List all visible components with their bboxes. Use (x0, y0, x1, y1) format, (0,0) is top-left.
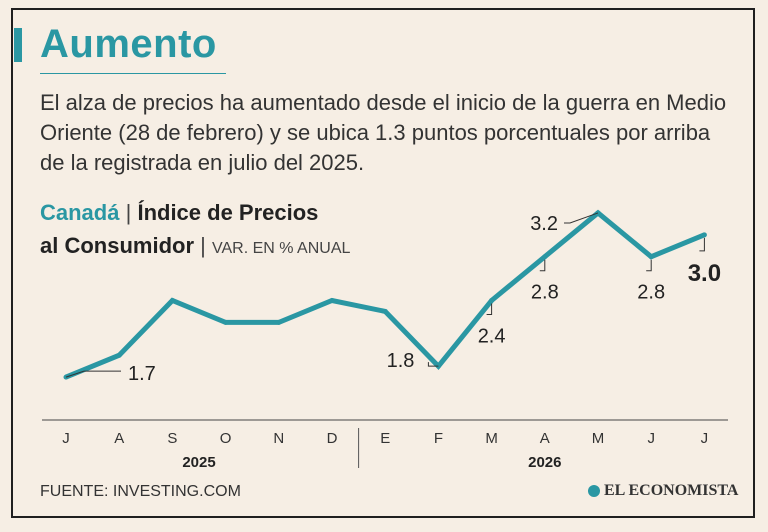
data-point (116, 352, 122, 358)
data-point (223, 319, 229, 325)
chart-metric-line1: Índice de Precios (137, 200, 319, 225)
x-tick-label: N (273, 430, 284, 447)
data-label-leader (486, 303, 493, 315)
series-line (65, 209, 706, 380)
data-point (329, 298, 335, 303)
data-point (648, 254, 654, 260)
chart-country: Canadá (40, 200, 120, 225)
headline-rule (40, 73, 226, 74)
headline-accent-bar (14, 28, 22, 62)
publisher-logo: EL ECONOMISTA (588, 482, 738, 500)
x-tick-label: J (701, 430, 709, 447)
chart-metric-line2: al Consumidor (40, 233, 195, 258)
data-label-leader (65, 370, 121, 378)
year-label: 2026 (528, 454, 561, 471)
x-tick-label: F (434, 430, 443, 447)
data-label: 1.7 (128, 363, 156, 385)
x-tick-label: M (592, 430, 605, 447)
data-label: 1.8 (387, 350, 415, 372)
data-label-leader (646, 259, 652, 272)
data-label-leader (699, 237, 705, 252)
chart-frame (11, 8, 755, 518)
chart-title: Canadá | Índice de Precios al Consumidor… (40, 196, 350, 265)
unit-separator: | (200, 233, 206, 258)
x-tick-label: J (62, 430, 70, 447)
x-tick-label: S (167, 430, 177, 447)
x-tick-label: O (220, 430, 232, 447)
intro-text: El alza de precios ha aumentado desde el… (40, 90, 727, 175)
source-note: FUENTE: INVESTING.COM (40, 483, 241, 500)
data-label: 2.4 (478, 326, 506, 348)
x-tick-label: A (540, 430, 550, 447)
x-tick-label: M (485, 430, 498, 447)
logo-mark-icon (588, 485, 600, 497)
x-tick-label: A (114, 430, 124, 447)
data-label: 3.0 (688, 260, 721, 287)
data-label: 2.8 (531, 282, 559, 304)
logo-text: EL ECONOMISTA (604, 482, 739, 499)
title-separator: | (125, 200, 132, 225)
headline: Aumento (40, 22, 217, 66)
data-label-leader (564, 212, 599, 224)
data-point (382, 308, 388, 314)
year-label: 2025 (182, 454, 215, 471)
chart-unit: VAR. EN % ANUAL (211, 240, 351, 257)
data-label-leader (427, 362, 439, 367)
data-label: 3.2 (530, 213, 558, 235)
x-tick-label: E (380, 430, 390, 447)
x-tick-label: D (327, 430, 338, 447)
data-point (169, 298, 175, 303)
data-point (701, 232, 707, 238)
data-label-leader (539, 259, 546, 272)
data-point (489, 298, 495, 303)
data-label: 2.8 (637, 282, 665, 304)
x-tick-label: J (647, 430, 655, 447)
data-point (276, 319, 282, 325)
data-point (542, 254, 548, 260)
